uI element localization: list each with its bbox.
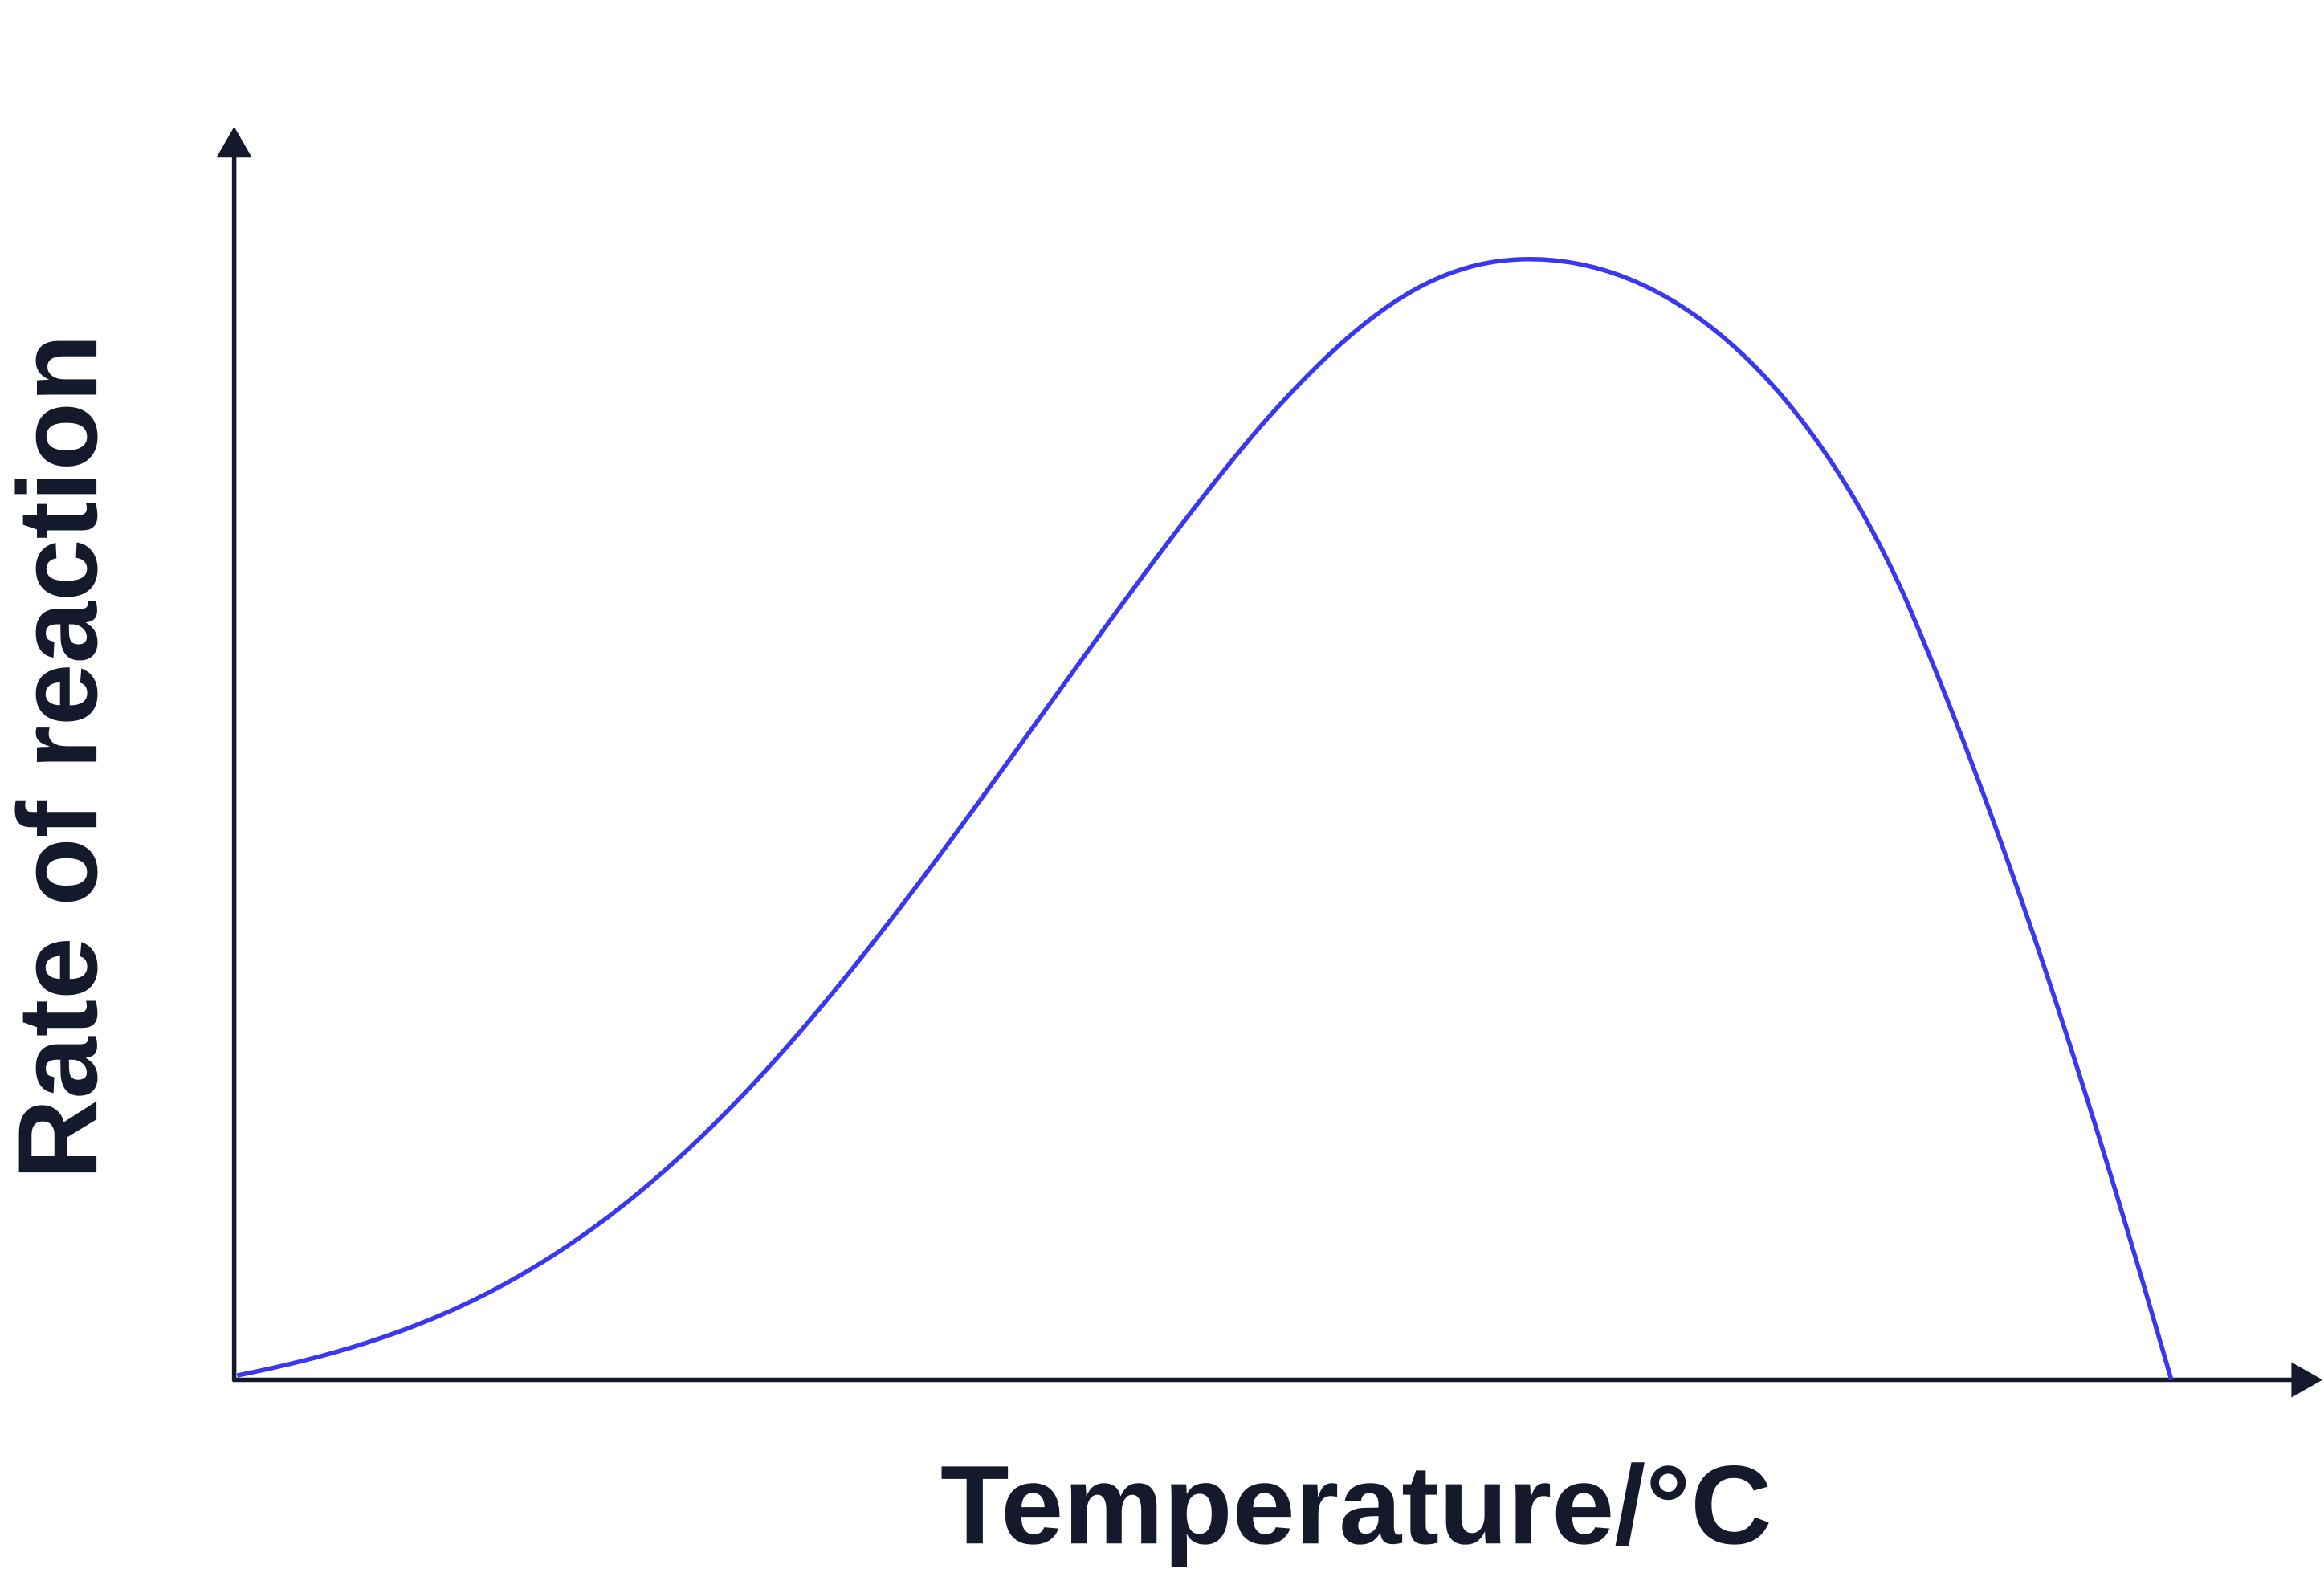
rate-curve <box>236 257 2174 1381</box>
y-axis-label: Rate of reaction <box>0 334 120 1180</box>
x-axis-label: Temperature/°C <box>940 1442 1772 1568</box>
y-axis-arrow <box>216 126 252 158</box>
x-axis-arrow <box>2291 1362 2323 1398</box>
